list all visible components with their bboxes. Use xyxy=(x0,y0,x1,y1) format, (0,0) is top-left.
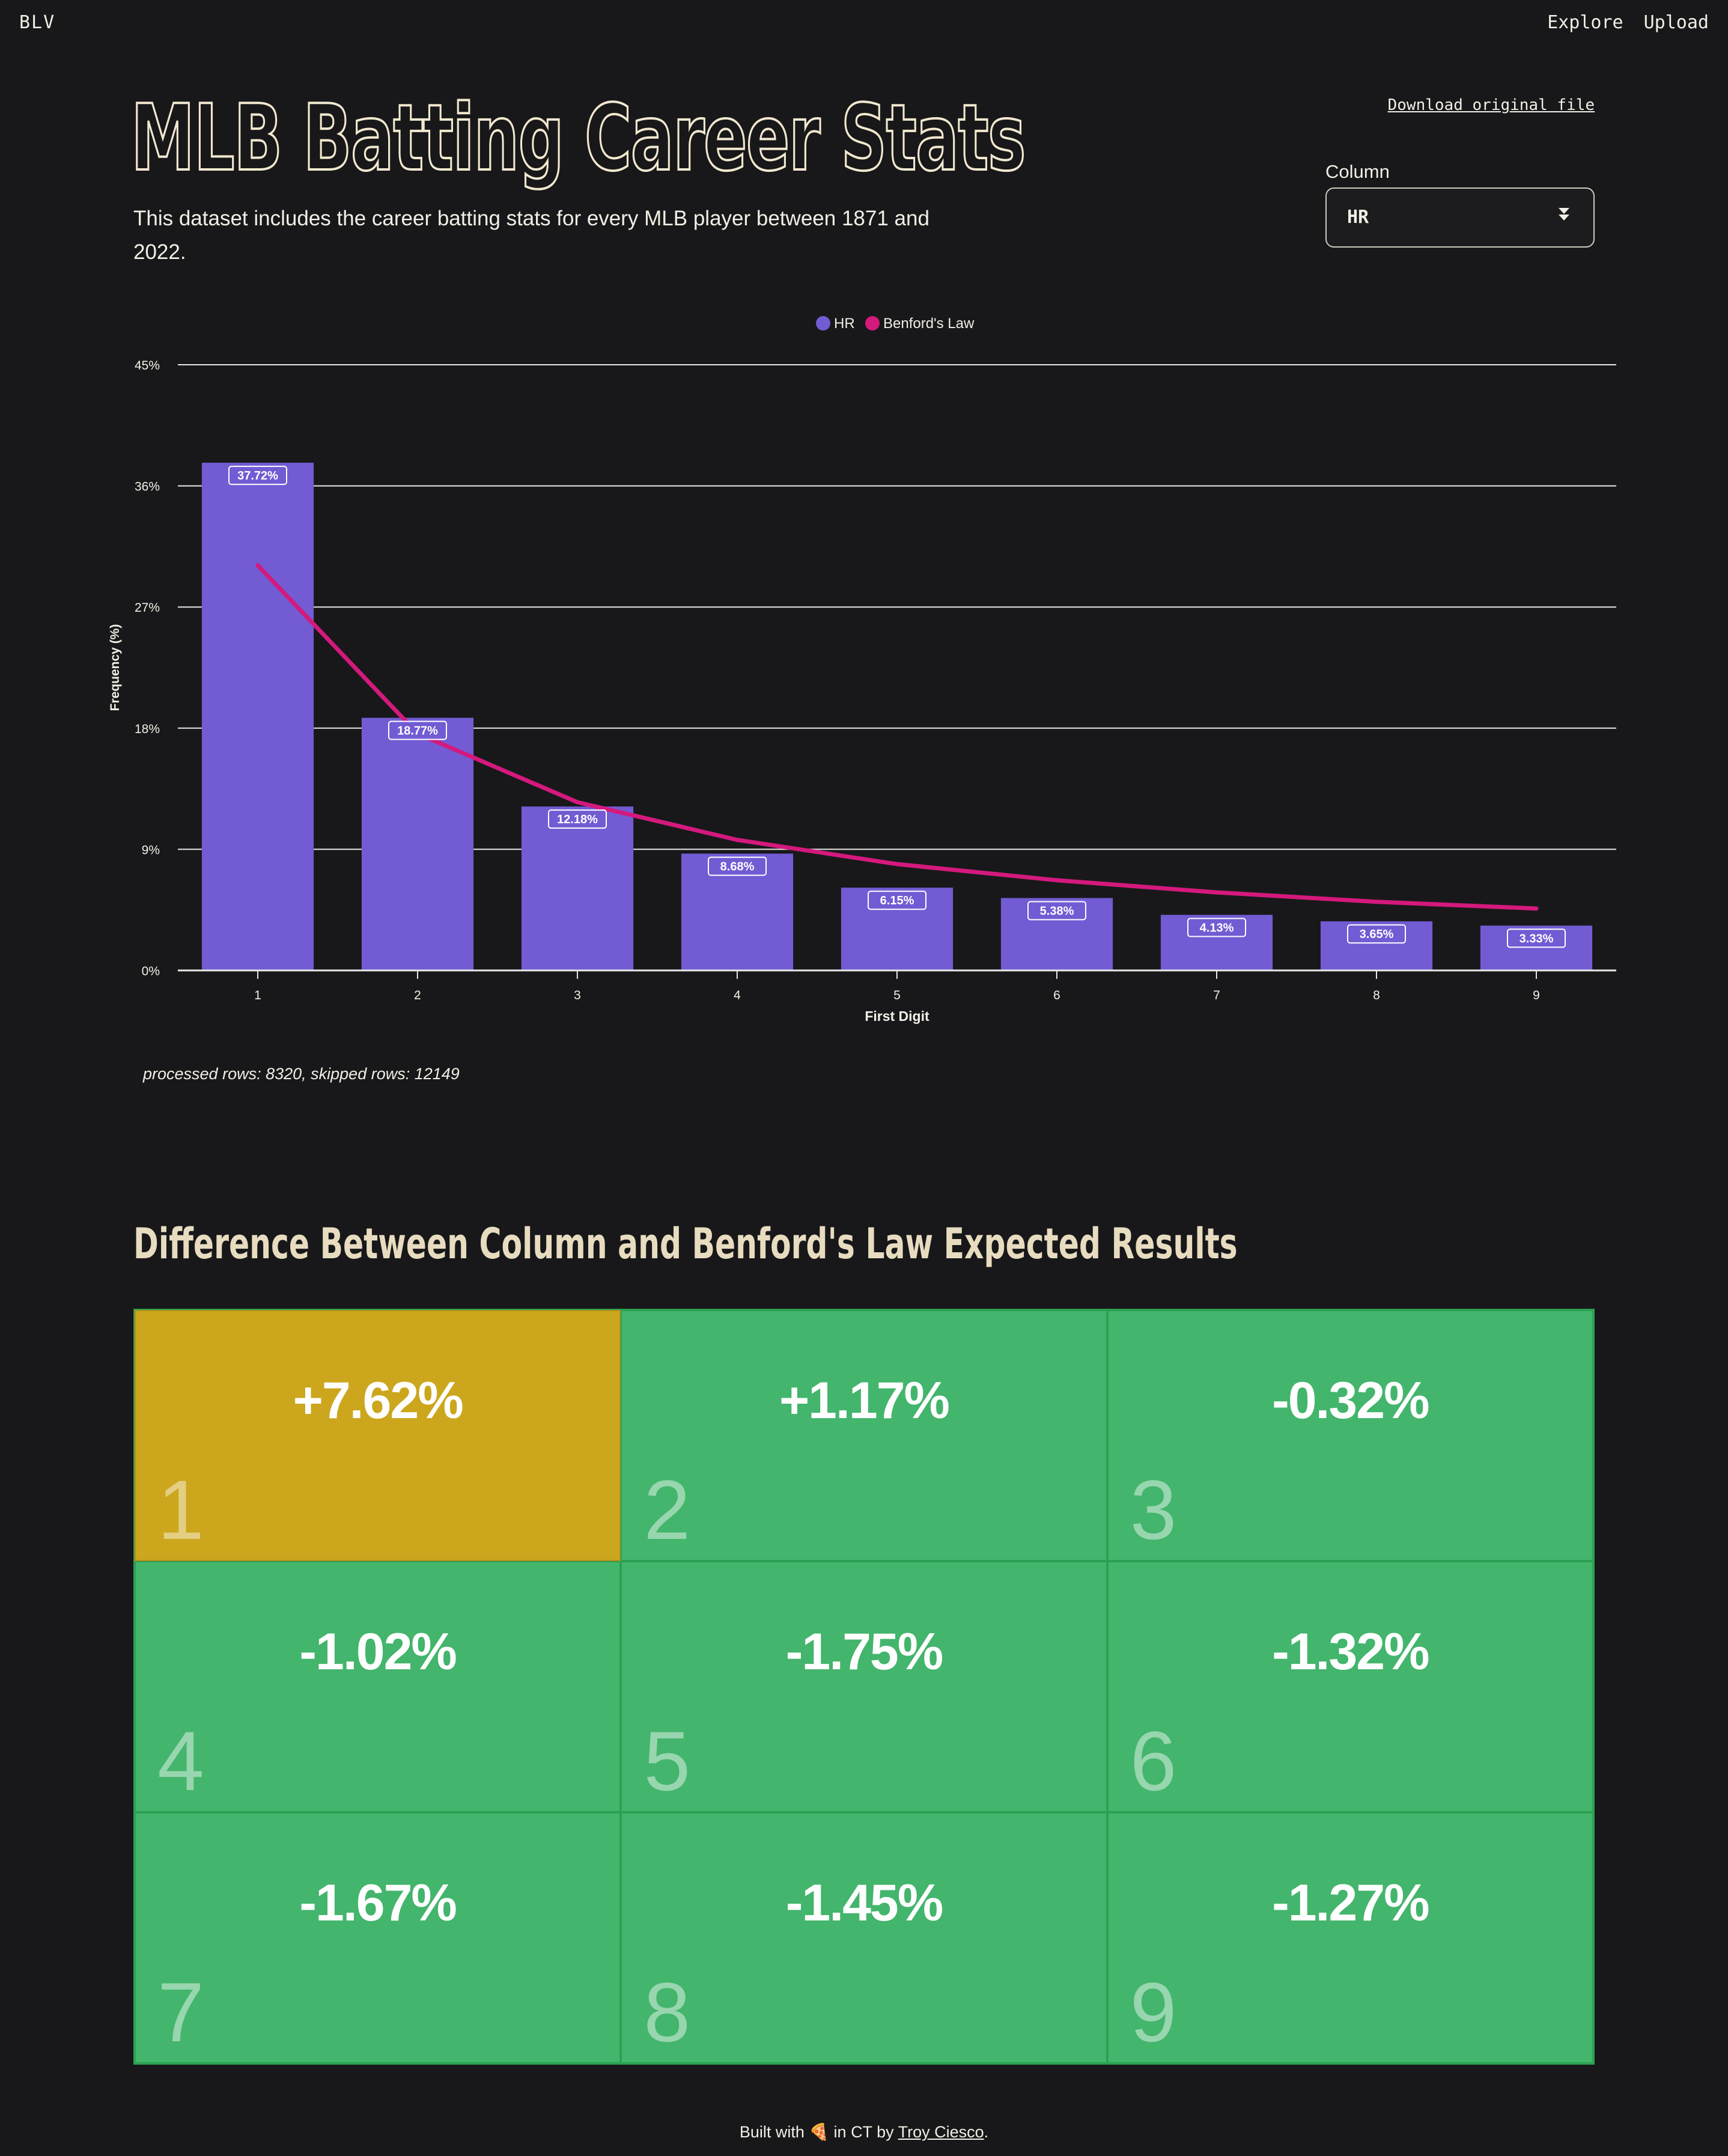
y-tick-label: 18% xyxy=(135,722,160,736)
difference-cell-1: +7.62% 1 xyxy=(135,1310,621,1561)
data-label: 18.77% xyxy=(397,725,438,738)
difference-digit: 7 xyxy=(157,1965,204,2059)
differences-title: Difference Between Column and Benford's … xyxy=(133,1219,1238,1268)
pizza-icon: 🍕 xyxy=(809,2123,830,2141)
data-label-box xyxy=(1507,928,1566,948)
data-label: 8.68% xyxy=(720,860,755,874)
footer-suffix: . xyxy=(984,2123,989,2141)
differences-grid: +7.62% 1 +1.17% 2 -0.32% 3 -1.02% 4 -1.75% 5 -1.32… xyxy=(133,1309,1595,2065)
difference-cell-2: +1.17% 2 xyxy=(621,1310,1107,1561)
x-tick-label: 1 xyxy=(254,988,261,1002)
data-label-box xyxy=(1187,918,1246,937)
top-nav: BLV Explore Upload xyxy=(0,0,1728,48)
y-tick-label: 36% xyxy=(135,480,160,494)
difference-value: -1.67% xyxy=(299,1874,457,1932)
data-label-box xyxy=(868,891,926,910)
footer: Built with 🍕 in CT by Troy Ciesco. xyxy=(0,2122,1728,2142)
difference-cell-4: -1.02% 4 xyxy=(135,1561,621,1812)
legend-label-hr: HR xyxy=(834,315,855,332)
difference-cell-8: -1.45% 8 xyxy=(621,1812,1107,2063)
footer-middle: in CT by xyxy=(833,2123,894,2141)
author-link[interactable]: Troy Ciesco xyxy=(898,2123,984,2141)
data-label: 4.13% xyxy=(1200,921,1234,934)
x-tick-label: 3 xyxy=(574,988,581,1002)
data-label: 37.72% xyxy=(237,469,278,483)
difference-value: -1.32% xyxy=(1272,1623,1430,1681)
difference-cell-3: -0.32% 3 xyxy=(1107,1310,1593,1561)
x-tick-label: 2 xyxy=(414,988,421,1002)
footer-prefix: Built with xyxy=(739,2123,805,2141)
difference-digit: 6 xyxy=(1130,1714,1177,1808)
difference-cell-7: -1.67% 7 xyxy=(135,1812,621,2063)
difference-value: -1.02% xyxy=(299,1623,457,1681)
bar-3 xyxy=(521,806,634,970)
y-tick-label: 27% xyxy=(135,601,160,615)
column-select-label: Column xyxy=(1325,161,1390,182)
x-tick-label: 9 xyxy=(1533,988,1540,1002)
difference-digit: 1 xyxy=(157,1463,204,1557)
double-caret-down-icon xyxy=(1557,207,1571,223)
data-label: 5.38% xyxy=(1040,904,1074,918)
difference-value: -1.75% xyxy=(785,1623,944,1681)
bar-1 xyxy=(201,463,314,970)
y-tick-label: 9% xyxy=(142,843,160,857)
difference-digit: 3 xyxy=(1130,1463,1177,1557)
processed-rows-text: processed rows: 8320, skipped rows: 1214… xyxy=(143,1065,460,1083)
benford-line xyxy=(255,563,1539,911)
y-tick-label: 0% xyxy=(142,964,160,978)
page-subtitle: This dataset includes the career batting… xyxy=(133,207,929,264)
data-label-box xyxy=(388,720,447,740)
benford-chart: 0% 9% 18% 27% 36% 45% Frequency (%) 1 2 3 4 5 6 7 8 9 Fi… xyxy=(108,315,1616,1024)
y-axis-title: Frequency (%) xyxy=(108,624,122,711)
difference-digit: 4 xyxy=(157,1714,204,1808)
difference-digit: 2 xyxy=(643,1463,691,1557)
difference-value: -0.32% xyxy=(1272,1372,1430,1430)
difference-cell-5: -1.75% 5 xyxy=(621,1561,1107,1812)
data-label-box xyxy=(1347,924,1406,944)
data-label-box xyxy=(548,809,607,829)
nav-explore-link[interactable]: Explore xyxy=(1547,12,1623,33)
difference-digit: 9 xyxy=(1130,1965,1177,2059)
data-label-box xyxy=(228,466,287,486)
nav-upload-link[interactable]: Upload xyxy=(1643,12,1709,33)
data-label: 6.15% xyxy=(880,894,914,907)
data-label: 3.33% xyxy=(1520,932,1554,945)
difference-value: +1.17% xyxy=(779,1372,950,1430)
page-title: MLB Batting Career Stats xyxy=(130,84,1027,192)
difference-value: -1.45% xyxy=(785,1874,944,1932)
difference-cell-9: -1.27% 9 xyxy=(1107,1812,1593,2063)
difference-digit: 5 xyxy=(643,1714,691,1808)
difference-value: +7.62% xyxy=(293,1372,464,1430)
x-tick-label: 4 xyxy=(734,988,741,1002)
x-tick-label: 5 xyxy=(893,988,901,1002)
legend-label-benford: Benford's Law xyxy=(883,315,975,332)
x-tick-label: 7 xyxy=(1213,988,1220,1002)
difference-digit: 8 xyxy=(643,1965,691,2059)
column-select-value: HR xyxy=(1347,207,1369,228)
nav-links: Explore Upload xyxy=(1547,12,1709,33)
download-original-link[interactable]: Download original file xyxy=(1387,96,1595,114)
legend-swatch-hr xyxy=(816,316,830,330)
data-label-box xyxy=(1027,901,1086,921)
x-tick-label: 8 xyxy=(1373,988,1380,1002)
y-tick-label: 45% xyxy=(135,359,160,373)
data-label-box xyxy=(708,856,767,876)
x-tick-label: 6 xyxy=(1053,988,1060,1002)
column-select[interactable]: HR xyxy=(1325,187,1595,248)
bar-2 xyxy=(361,717,474,970)
legend-swatch-benford xyxy=(865,316,880,330)
data-label: 3.65% xyxy=(1360,928,1394,941)
x-axis-title: First Digit xyxy=(865,1008,929,1024)
difference-value: -1.27% xyxy=(1272,1874,1430,1932)
difference-cell-6: -1.32% 6 xyxy=(1107,1561,1593,1812)
brand-link[interactable]: BLV xyxy=(19,12,56,33)
data-label: 12.18% xyxy=(557,813,598,826)
